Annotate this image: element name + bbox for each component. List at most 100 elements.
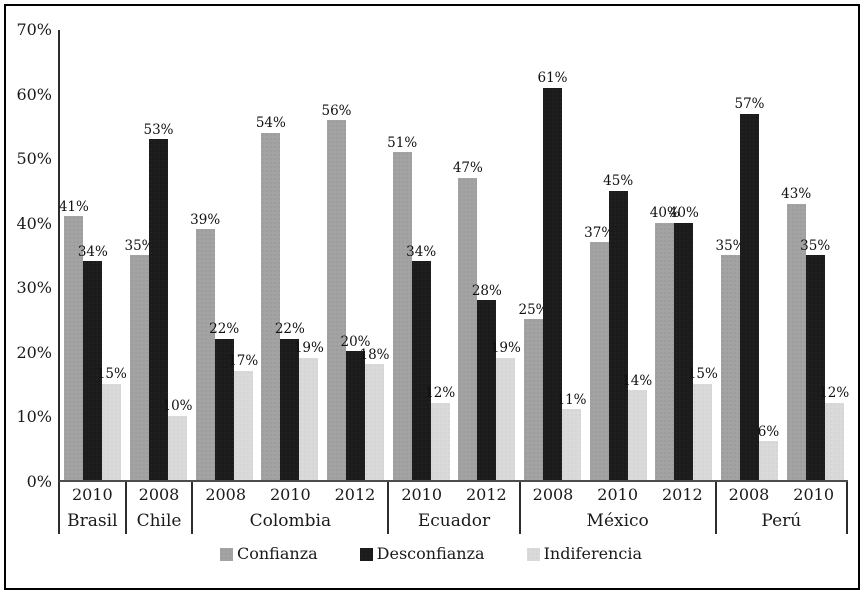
bar-confianza: 39% (190, 213, 220, 480)
bar-group: 47% 28% 19% (453, 30, 521, 480)
country-section: 25% 61% 11% 37% 45% 14% 40% 40% 15% (518, 30, 718, 480)
bar-value-label: 6% (757, 423, 780, 440)
bar-group: 35% 57% 6% (715, 30, 779, 480)
bar-desconfianza: 35% (800, 239, 830, 480)
legend-label: Desconfianza (376, 544, 485, 563)
bar-indiferencia: 17% (228, 355, 258, 480)
bar-indiferencia: 10% (162, 400, 193, 480)
legend-item: Indiferencia (526, 546, 642, 562)
bar-value-label: 41% (58, 198, 89, 215)
bar-group: 40% 40% 15% (650, 30, 718, 480)
x-axis-section: 2008 2010 2012 Colombia (193, 482, 390, 534)
bar-value-label: 19% (293, 340, 324, 357)
country-section: 51% 34% 12% 47% 28% 19% (387, 30, 521, 480)
x-axis: 2010 Brasil 2008 Chile 2008 2010 2012 Colombia 2… (58, 482, 848, 534)
bar-group: 43% 35% 12% (781, 30, 849, 480)
bar-desconfianza: 22% (275, 323, 305, 480)
legend-swatch-indiferencia (526, 547, 540, 561)
bar-value-label: 35% (800, 237, 831, 254)
legend-item: Confianza (220, 546, 318, 562)
bar-value-label: 11% (556, 391, 587, 408)
bar-value-label: 40% (668, 205, 699, 222)
bar-value-label: 34% (406, 243, 437, 260)
bar-group: 56% 20% 18% (321, 30, 389, 480)
bar-confianza: 56% (321, 104, 351, 480)
y-tick-label: 20% (16, 342, 52, 362)
bar-value-label: 15% (96, 366, 127, 383)
y-tick-label: 60% (16, 84, 52, 104)
bar-desconfianza: 40% (669, 207, 699, 480)
bar-desconfianza: 45% (603, 175, 633, 480)
bar-indiferencia: 18% (359, 348, 389, 480)
y-axis: 0% 10% 20% 30% 40% 50% 60% 70% (14, 22, 58, 490)
y-tick-label: 30% (16, 278, 52, 298)
bar-value-label: 34% (77, 243, 108, 260)
country-section: 39% 22% 17% 54% 22% 19% 56% 20% 18% (190, 30, 389, 480)
bar-group: 51% 34% 12% (387, 30, 455, 480)
y-tick-label: 70% (16, 20, 52, 39)
bar-confianza: 37% (584, 226, 614, 480)
bar-value-label: 51% (387, 134, 418, 151)
bar-value-label: 40% (649, 205, 680, 222)
bar-value-label: 10% (162, 398, 193, 415)
bar-value-label: 22% (209, 321, 240, 338)
bar-confianza: 41% (59, 200, 89, 480)
bar-group: 39% 22% 17% (190, 30, 258, 480)
bar-confianza: 35% (124, 239, 155, 480)
bar-value-label: 35% (715, 237, 746, 254)
x-axis-section: 2010 2012 Ecuador (389, 482, 521, 534)
x-axis-section: 2008 2010 2012 México (521, 482, 717, 534)
bar-desconfianza: 57% (734, 98, 765, 480)
bar-value-label: 17% (228, 353, 259, 370)
year-label: 2010 (269, 485, 311, 504)
y-tick-label: 10% (16, 407, 52, 427)
year-label: 2010 (597, 485, 639, 504)
bar-confianza: 25% (518, 303, 549, 480)
bar-value-label: 47% (452, 160, 483, 177)
legend: Confianza Desconfianza Indiferencia (14, 546, 848, 562)
country-label: Colombia (249, 510, 332, 531)
bar-value-label: 61% (537, 70, 568, 87)
country-section: 35% 57% 6% 43% 35% 12% (715, 30, 849, 480)
bar-value-label: 25% (518, 301, 549, 318)
bar-value-label: 12% (819, 385, 850, 402)
legend-swatch-confianza (220, 547, 233, 561)
bar-indiferencia: 6% (758, 425, 779, 480)
bar-value-label: 14% (622, 372, 653, 389)
bar-value-label: 28% (471, 282, 502, 299)
year-label: 2010 (793, 485, 835, 504)
bar-confianza: 43% (781, 188, 811, 480)
bar-desconfianza: 53% (143, 123, 174, 480)
bar-group: 25% 61% 11% (518, 30, 587, 480)
bar-value-label: 20% (340, 333, 371, 350)
bar-confianza: 40% (650, 207, 680, 480)
country-label: Perú (761, 510, 802, 531)
bar-confianza: 35% (715, 239, 746, 480)
bar-value-label: 22% (274, 321, 305, 338)
figure-frame: 0% 10% 20% 30% 40% 50% 60% 70% 41% 34% 15% 35% 53% 1… (4, 4, 860, 590)
country-section: 35% 53% 10% (124, 30, 193, 480)
bar-confianza: 47% (453, 162, 483, 480)
legend-swatch-desconfianza (359, 547, 373, 561)
bar-confianza: 51% (387, 136, 417, 480)
bar-indiferencia: 12% (425, 387, 455, 480)
country-section: 41% 34% 15% (59, 30, 127, 480)
year-label: 2008 (728, 485, 770, 504)
bar-desconfianza: 22% (209, 323, 239, 480)
bar-group: 37% 45% 14% (584, 30, 652, 480)
y-tick-label: 50% (16, 149, 52, 169)
bar-group: 54% 22% 19% (256, 30, 324, 480)
year-label: 2010 (401, 485, 443, 504)
year-label: 2012 (465, 485, 507, 504)
bar-indiferencia: 14% (622, 374, 652, 480)
bar-chart: 0% 10% 20% 30% 40% 50% 60% 70% 41% 34% 15% 35% 53% 1… (14, 22, 849, 534)
bar-group: 35% 53% 10% (124, 30, 193, 480)
plot-area: 41% 34% 15% 35% 53% 10% 39% 22% 17% 54% 22% 19% 56% 2… (58, 30, 849, 482)
bar-value-label: 39% (190, 211, 221, 228)
bar-group: 41% 34% 15% (59, 30, 127, 480)
year-label: 2010 (71, 485, 113, 504)
bar-desconfianza: 20% (340, 335, 370, 480)
legend-item: Desconfianza (359, 544, 485, 563)
year-label: 2008 (138, 485, 180, 504)
